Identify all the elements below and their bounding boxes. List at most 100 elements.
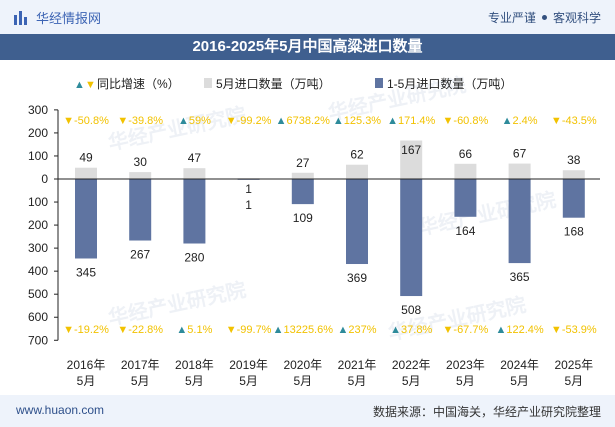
tag-1: 专业严谨 [487,11,536,25]
footer-site: www.huaon.com [16,403,105,417]
cumulative-growth-label: ▲37.8% [390,324,432,336]
growth-value: 13225.6% [283,324,333,336]
monthly-growth-label: ▼-60.8% [443,115,489,127]
x-tick-label-year: 2020年 [283,358,322,372]
growth-value: 237% [348,324,376,336]
growth-up-icon: ▲ [495,324,506,336]
monthly-bar [183,168,206,179]
y-tick-label: 500 [28,287,48,301]
tag-separator-icon [541,15,547,21]
y-tick-label: 300 [28,241,48,255]
brand-logo-icon [14,10,27,25]
growth-value: 59% [189,115,211,127]
cumulative-value-label: 345 [76,265,96,279]
growth-value: 37.8% [401,324,432,336]
y-tick-label: 700 [28,333,48,347]
legend-growth-up-icon: ▲ [74,79,85,91]
header-tags: 专业严谨 客观科学 [488,9,601,26]
growth-down-icon: ▼ [443,115,454,127]
monthly-growth-label: ▲125.3% [333,115,381,127]
monthly-bar [291,172,314,179]
cumulative-bar [346,179,368,265]
cumulative-growth-label: ▲237% [337,324,376,336]
cumulative-value-label: 164 [455,224,475,238]
growth-up-icon: ▲ [273,324,284,336]
x-tick-label-month: 5月 [77,374,96,388]
growth-value: -22.8% [128,324,163,336]
growth-down-icon: ▼ [551,324,562,336]
cumulative-bar [508,179,531,264]
growth-value: -99.7% [237,324,272,336]
cumulative-bar [129,179,152,241]
cumulative-growth-label: ▼-53.9% [551,324,597,336]
x-tick-label-year: 2017年 [121,358,160,372]
x-tick-label-year: 2025年 [554,358,593,372]
cumulative-growth-label: ▲13225.6% [273,324,334,336]
cumulative-bar [454,179,477,217]
brand-name: 华经情报网 [36,11,102,26]
x-tick-label-year: 2018年 [175,358,214,372]
monthly-bar [75,167,97,179]
y-tick-label: 300 [28,103,48,117]
growth-down-icon: ▼ [117,115,128,127]
monthly-value-label: 1 [245,198,252,212]
x-tick-label-year: 2016年 [67,358,106,372]
y-tick-label: 400 [28,264,48,278]
legend-growth-down-icon: ▼ [85,79,96,91]
y-tick-label: 0 [41,172,48,186]
y-tick-label: 200 [28,126,48,140]
monthly-bar [346,164,368,179]
cumulative-value-label: 369 [347,271,367,285]
growth-up-icon: ▲ [276,115,287,127]
footer-source: 数据来源：中国海关，华经产业研究院整理 [372,405,601,419]
y-tick-label: 100 [28,195,48,209]
monthly-bar [562,170,585,179]
growth-down-icon: ▼ [226,115,237,127]
growth-up-icon: ▲ [390,324,401,336]
monthly-value-label: 67 [513,147,527,161]
growth-down-icon: ▼ [63,324,74,336]
cumulative-bar [183,179,206,244]
growth-value: -53.9% [562,324,597,336]
watermark-3: 华经产业研究院 [416,187,558,240]
growth-value: -67.7% [453,324,488,336]
cumulative-value-label: 267 [130,248,150,262]
monthly-value-label: 62 [350,148,364,162]
watermark-5: 华经产业研究院 [386,292,528,345]
monthly-value-label: 47 [188,151,202,165]
watermark-4: 华经产业研究院 [106,277,248,330]
cumulative-growth-label: ▼-22.8% [117,324,163,336]
growth-down-icon: ▼ [63,115,74,127]
legend-cumulative-swatch [375,78,383,88]
y-tick-label: 200 [28,218,48,232]
monthly-bar [400,140,423,179]
cumulative-bar [562,179,585,218]
cumulative-growth-label: ▼-19.2% [63,324,109,336]
x-tick-label-year: 2019年 [229,358,268,372]
footer-bar: www.huaon.com 数据来源：中国海关，华经产业研究院整理 [0,395,615,427]
brand: 华经情报网 [14,8,101,27]
monthly-value-label: 38 [567,153,581,167]
growth-up-icon: ▲ [337,324,348,336]
x-tick-label-year: 2024年 [500,358,539,372]
growth-value: -39.8% [128,115,163,127]
cumulative-growth-label: ▼-99.7% [226,324,272,336]
monthly-growth-label: ▼-39.8% [117,115,163,127]
growth-value: -19.2% [74,324,109,336]
monthly-growth-label: ▼-43.5% [551,115,597,127]
legend-monthly-label: 5月进口数量（万吨） [216,76,331,91]
x-tick-label-year: 2022年 [392,358,431,372]
monthly-growth-label: ▼-99.2% [226,115,272,127]
monthly-growth-label: ▲6738.2% [276,115,331,127]
y-tick-label: 100 [28,149,48,163]
x-tick-label-year: 2023年 [446,358,485,372]
growth-up-icon: ▲ [176,324,187,336]
growth-value: 171.4% [398,115,436,127]
growth-value: -50.8% [74,115,109,127]
cumulative-growth-label: ▲122.4% [495,324,543,336]
growth-value: 125.3% [344,115,382,127]
legend-growth-label: 同比增速（%） [97,77,180,91]
chart-title: 2016-2025年5月中国高粱进口数量 [0,34,615,60]
monthly-bar [508,163,531,179]
